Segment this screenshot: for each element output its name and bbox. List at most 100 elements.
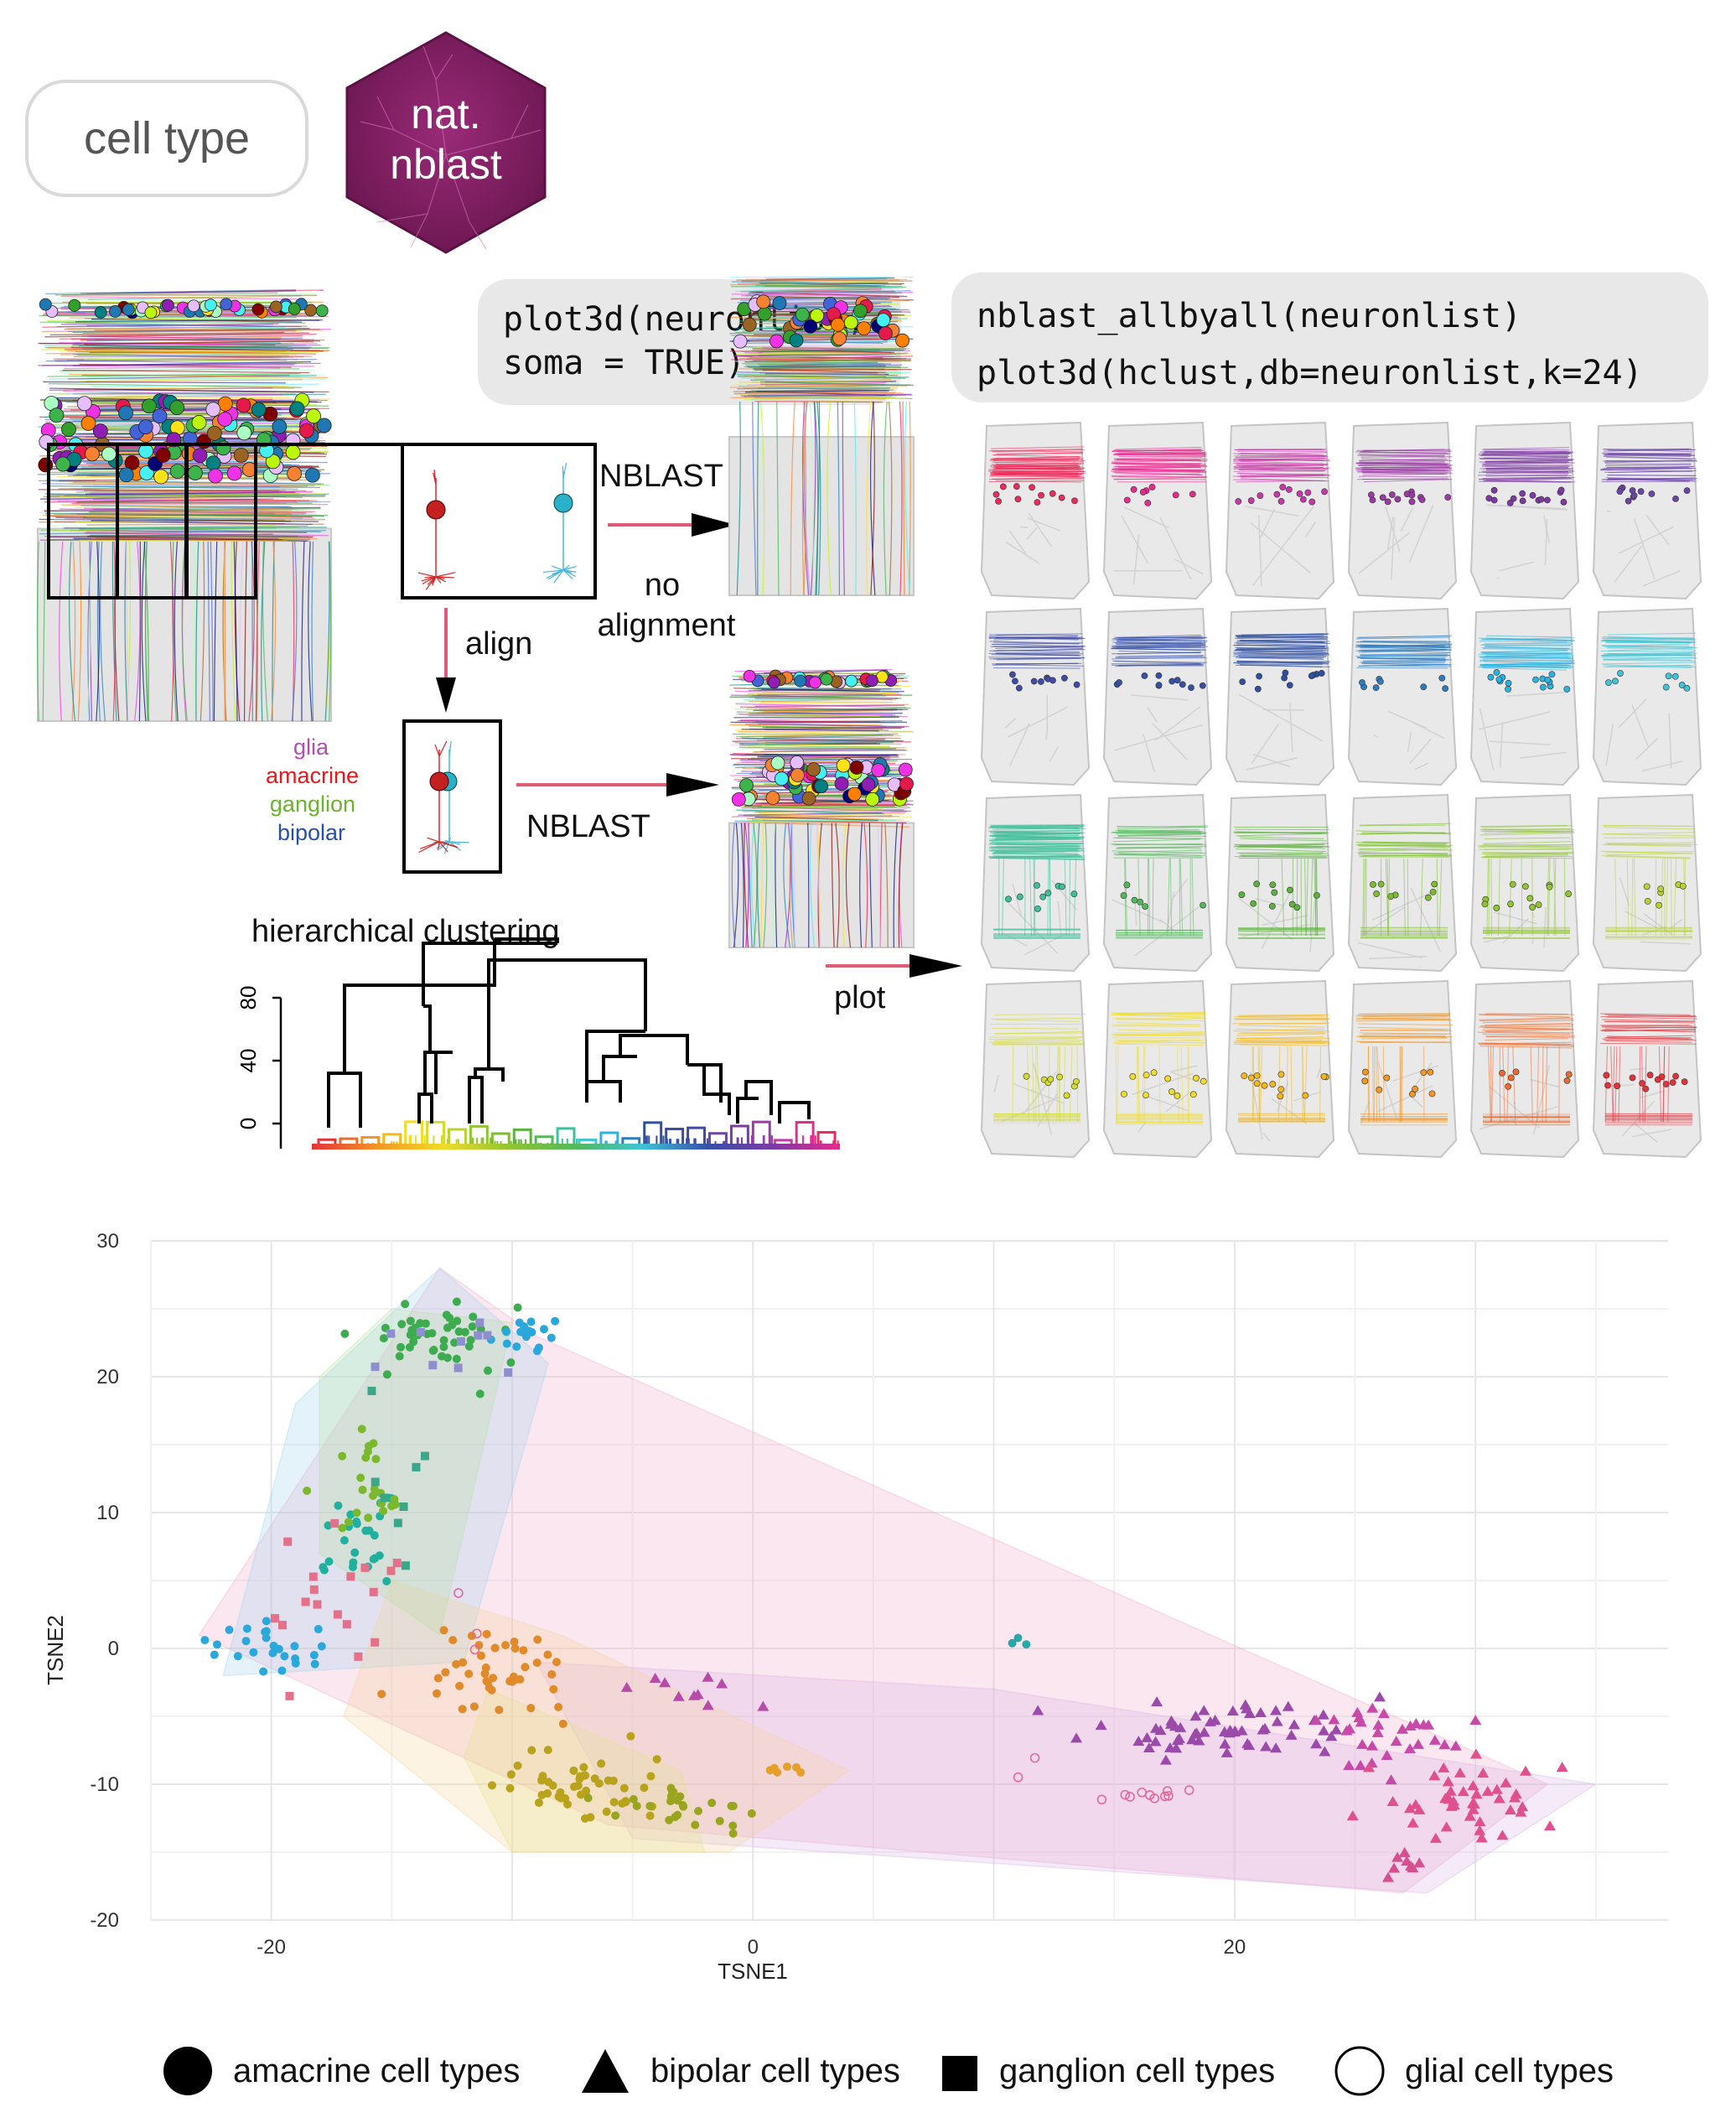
unaligned-pair-box: [401, 443, 597, 599]
bipolar-point: [1189, 1728, 1201, 1739]
bipolar-point: [1417, 1719, 1430, 1730]
y-tick-label: -10: [90, 1773, 119, 1796]
amacrine-point: [506, 1770, 516, 1779]
amacrine-point: [339, 1536, 349, 1545]
amacrine-point: [369, 1491, 378, 1500]
ganglion-point: [330, 1518, 339, 1528]
bipolar-point: [1470, 1788, 1483, 1799]
bipolar-point: [659, 1677, 671, 1688]
cluster-hull: [222, 1267, 549, 1677]
glial-point: [469, 1644, 480, 1655]
amacrine-point: [552, 1658, 561, 1667]
bipolar-point: [1474, 1816, 1486, 1827]
ganglion-point: [401, 1561, 410, 1570]
amacrine-point: [691, 1820, 700, 1830]
amacrine-point: [397, 1320, 407, 1329]
bipolar-point: [1469, 1748, 1482, 1759]
y-tick-label: 20: [96, 1366, 119, 1388]
amacrine-point: [401, 1300, 410, 1309]
retina-mesh: [728, 436, 915, 596]
nblast-code-line2: plot3d(hclust,db=neuronlist,k=24): [977, 354, 1643, 392]
bipolar-point: [702, 1671, 714, 1682]
cluster-hull: [535, 1661, 1598, 1894]
bipolar-point: [1340, 1725, 1353, 1736]
bipolar-point: [1388, 1862, 1401, 1873]
dendrogram-tick-label-40: 40: [236, 1049, 261, 1073]
amacrine-point: [526, 1317, 536, 1326]
workflow-diagram: NBLAST no alignment align NBLAST plot gl…: [36, 277, 962, 1150]
amacrine-point: [459, 1658, 468, 1667]
ganglion-point: [354, 1652, 363, 1661]
amacrine-point: [357, 1425, 366, 1434]
amacrine-point: [483, 1366, 492, 1375]
amacrine-point: [510, 1644, 520, 1653]
amacrine-point: [352, 1508, 361, 1518]
logo-line1: nat.: [411, 91, 480, 138]
ganglion-point: [386, 1329, 396, 1338]
amacrine-point: [518, 1327, 527, 1336]
amacrine-point: [474, 1641, 484, 1650]
glial-point: [1184, 1785, 1194, 1795]
amacrine-point: [586, 1813, 595, 1822]
cluster-panel-4: [1347, 421, 1458, 600]
amacrine-point: [469, 1312, 478, 1321]
amacrine-point: [259, 1667, 268, 1676]
amacrine-point: [443, 1353, 452, 1362]
bipolar-point: [1151, 1696, 1163, 1707]
amacrine-point: [364, 1513, 373, 1523]
retina-nblast-no-alignment: [728, 277, 915, 596]
bipolar-point: [1159, 1754, 1172, 1765]
amacrine-point: [796, 1767, 806, 1777]
bipolar-point: [1143, 1742, 1155, 1753]
amacrine-point: [548, 1781, 557, 1790]
amacrine-point: [640, 1783, 649, 1793]
cluster-panel-9: [1225, 607, 1335, 786]
bipolar-point: [1288, 1719, 1301, 1730]
bipolar-point: [1186, 1734, 1199, 1745]
bipolar-point: [1500, 1777, 1512, 1788]
unaligned-neuron-pair: [417, 462, 578, 590]
amacrine-point: [667, 1787, 676, 1796]
amacrine-point: [611, 1811, 620, 1820]
cluster-panel-1: [980, 421, 1091, 600]
bipolar-point: [1449, 1740, 1462, 1751]
cluster-panel-14: [1102, 793, 1213, 973]
x-tick-label: 20: [1224, 1936, 1246, 1959]
bipolar-point: [1149, 1736, 1162, 1747]
dendrogram-tick-label-0: 0: [236, 1118, 261, 1129]
ganglion-point: [308, 1572, 318, 1581]
amacrine-point: [533, 1635, 542, 1644]
bipolar-point: [1468, 1798, 1480, 1809]
selection-box-3: [185, 443, 257, 599]
amacrine-point: [513, 1761, 522, 1770]
amacrine-point: [1008, 1638, 1017, 1648]
plot-arrow-head: [909, 954, 962, 978]
bipolar-point: [1467, 1780, 1479, 1791]
bipolar-point: [649, 1672, 661, 1683]
amacrine-point: [543, 1746, 552, 1755]
amacrine-point: [679, 1802, 688, 1811]
amacrine-point: [510, 1638, 519, 1647]
x-tick-label: 0: [748, 1936, 759, 1959]
bipolar-point: [1454, 1767, 1466, 1778]
bipolar-point: [1377, 1708, 1390, 1719]
amacrine-point: [309, 1650, 319, 1659]
amacrine-point: [505, 1783, 515, 1793]
logo-line2: nblast: [390, 141, 502, 188]
bipolar-point: [1556, 1762, 1568, 1772]
bipolar-point: [1270, 1705, 1283, 1715]
dendrogram-leaf-bar: [312, 1144, 840, 1150]
cluster-panel-16: [1347, 793, 1458, 973]
bipolar-point: [1343, 1759, 1355, 1770]
amacrine-point: [549, 1684, 558, 1694]
amacrine-point: [488, 1781, 497, 1790]
amacrine-point: [547, 1670, 557, 1679]
bipolar-point: [1193, 1735, 1205, 1746]
bipolar-point: [1386, 1796, 1399, 1807]
bipolar-point: [1257, 1724, 1269, 1735]
amacrine-point: [409, 1337, 418, 1347]
glial-point: [1096, 1794, 1107, 1805]
cluster-panel-5: [1469, 421, 1580, 600]
amacrine-point: [350, 1548, 360, 1557]
amacrine-point: [561, 1793, 570, 1803]
